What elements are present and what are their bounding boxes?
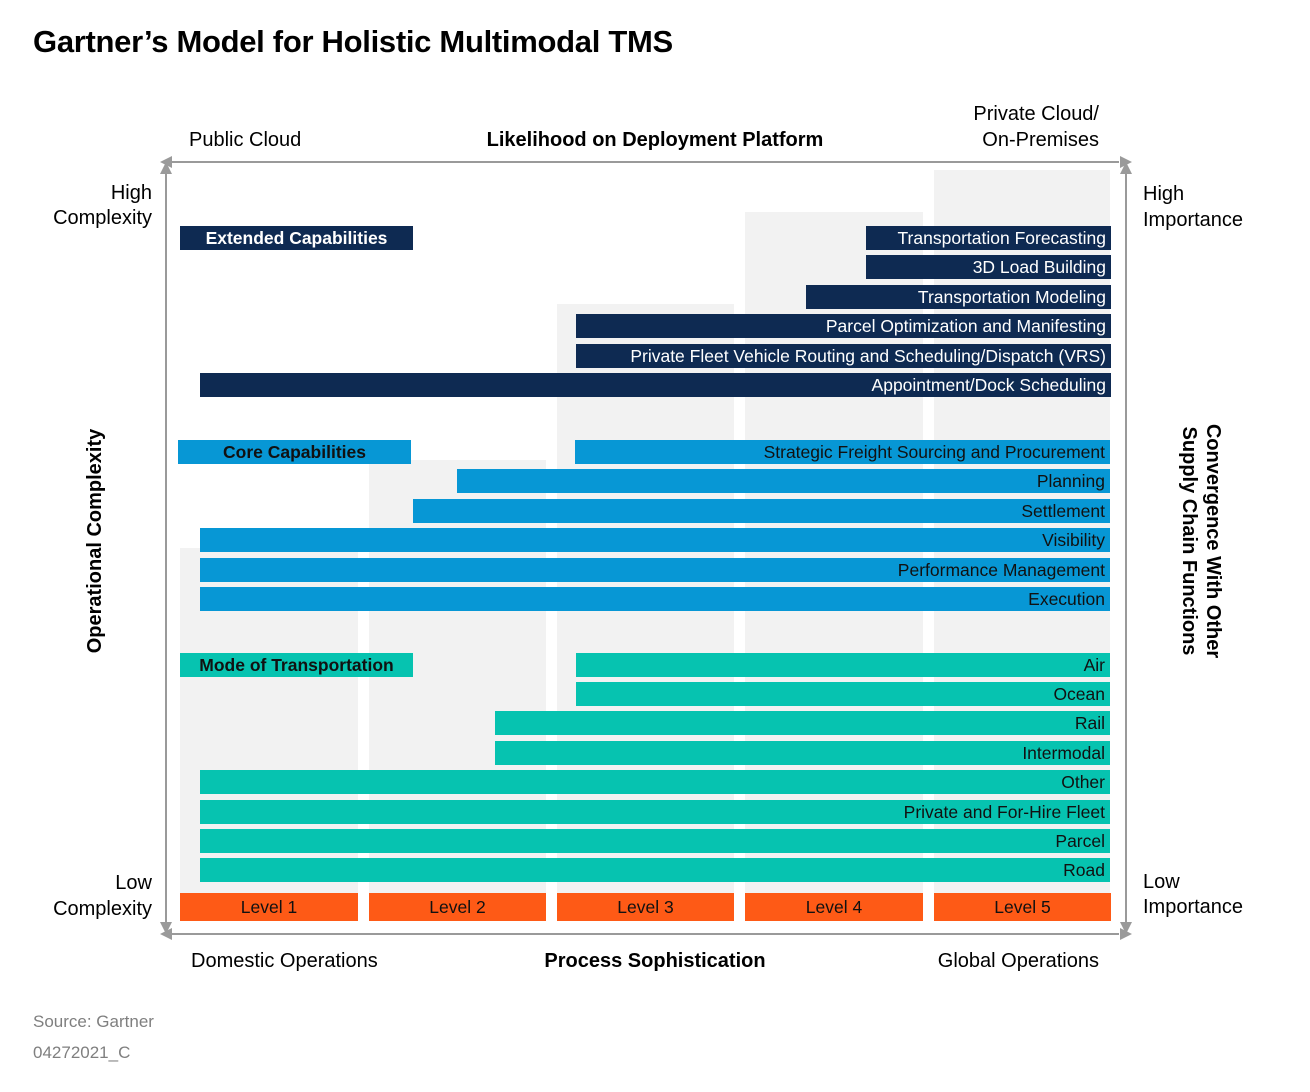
right-axis-title-line1: Convergence With Other [1202, 423, 1224, 659]
left-axis-bottom-line1: Low [115, 872, 152, 894]
right-axis-top-line1: High [1143, 183, 1185, 205]
bar-transportation-forecasting: Transportation Forecasting [866, 226, 1111, 250]
left-down-arrow-icon [160, 922, 172, 934]
mode-of-transportation-heading: Mode of Transportation [180, 653, 413, 677]
bar-ocean: Ocean [576, 682, 1110, 706]
left-axis-top-line2: Complexity [53, 207, 152, 229]
bar-rail: Rail [495, 711, 1110, 735]
bottom-axis-title: Process Sophistication [544, 950, 766, 972]
bottom-axis-left-label: Domestic Operations [191, 950, 378, 972]
bar-3d-load-building: 3D Load Building [866, 255, 1111, 279]
right-axis-title: Convergence With Other Supply Chain Func… [1175, 391, 1225, 691]
bar-air: Air [576, 653, 1110, 677]
extended-capabilities-heading: Extended Capabilities [180, 226, 413, 250]
bar-strategic-freight-sourcing: Strategic Freight Sourcing and Procureme… [575, 440, 1110, 464]
level-5-badge: Level 5 [934, 893, 1111, 921]
bottom-axis-line [172, 933, 1119, 935]
left-up-arrow-icon [160, 162, 172, 174]
bar-performance-management: Performance Management [200, 558, 1110, 582]
bottom-axis-right-label: Global Operations [937, 950, 1099, 972]
level-2-badge: Level 2 [369, 893, 546, 921]
level-4-badge: Level 4 [745, 893, 923, 921]
bar-road: Road [200, 858, 1110, 882]
bar-intermodal: Intermodal [495, 741, 1110, 765]
core-capabilities-heading: Core Capabilities [178, 440, 411, 464]
top-axis-line [172, 161, 1119, 163]
top-axis-right-label-line1: Private Cloud/ [973, 103, 1099, 125]
left-axis-bottom-line2: Complexity [53, 898, 152, 920]
left-axis-title: Operational Complexity [84, 428, 106, 654]
right-axis-bottom-line2: Importance [1143, 896, 1244, 918]
right-axis-bottom-line1: Low [1143, 871, 1180, 893]
left-axis-top-line1: High [110, 182, 152, 204]
bar-settlement: Settlement [413, 499, 1110, 523]
bar-transportation-modeling: Transportation Modeling [806, 285, 1111, 309]
bar-visibility: Visibility [200, 528, 1110, 552]
right-down-arrow-icon [1120, 922, 1132, 934]
left-axis-line [165, 170, 167, 926]
bar-private-fleet-vrs: Private Fleet Vehicle Routing and Schedu… [576, 344, 1111, 368]
bar-appointment-dock-scheduling: Appointment/Dock Scheduling [200, 373, 1111, 397]
bar-planning: Planning [457, 469, 1110, 493]
top-axis-left-label: Public Cloud [189, 129, 302, 151]
right-axis-top-line2: Importance [1143, 209, 1244, 231]
document-id: 04272021_C [33, 1043, 131, 1062]
top-axis-title: Likelihood on Deployment Platform [486, 129, 824, 151]
bar-execution: Execution [200, 587, 1110, 611]
top-axis-right-label-line2: On-Premises [982, 129, 1099, 151]
level-3-badge: Level 3 [557, 893, 734, 921]
right-axis-line [1125, 170, 1127, 926]
level-1-badge: Level 1 [180, 893, 358, 921]
right-axis-title-line2: Supply Chain Functions [1178, 426, 1200, 656]
source-note: Source: Gartner [33, 1012, 154, 1031]
bar-parcel-optimization: Parcel Optimization and Manifesting [576, 314, 1111, 338]
bar-private-and-for-hire-fleet: Private and For-Hire Fleet [200, 800, 1110, 824]
bar-other: Other [200, 770, 1110, 794]
bar-parcel: Parcel [200, 829, 1110, 853]
right-up-arrow-icon [1120, 162, 1132, 174]
page-title: Gartner’s Model for Holistic Multimodal … [33, 24, 673, 59]
